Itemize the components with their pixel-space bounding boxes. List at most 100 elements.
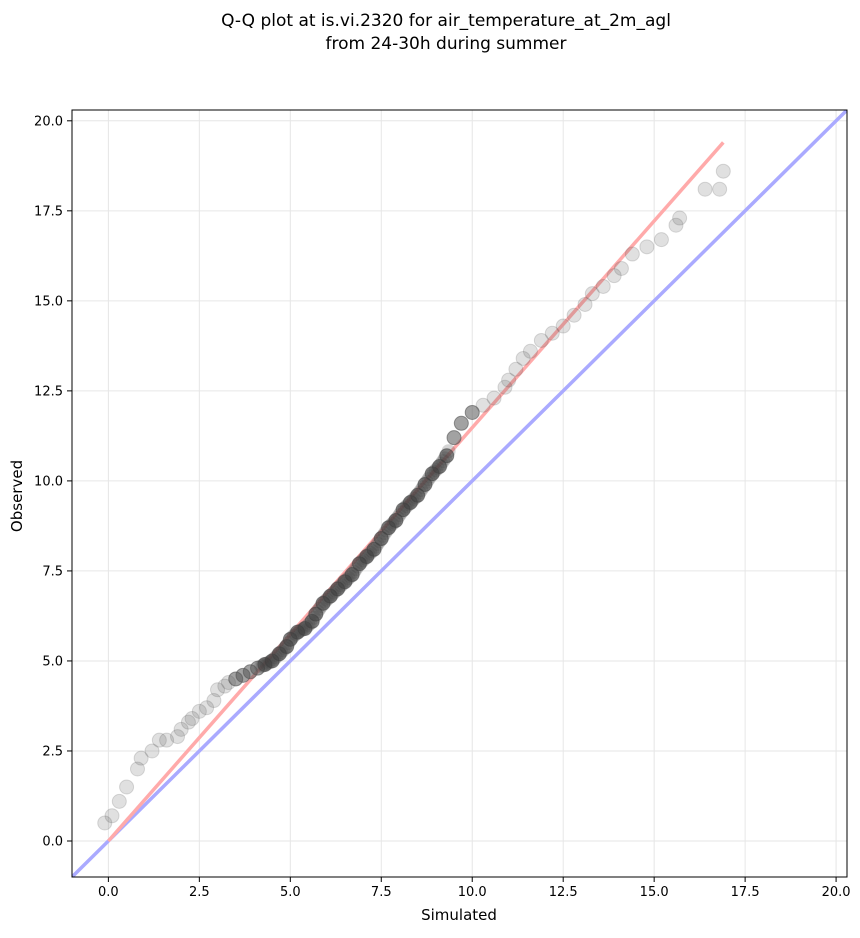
qq-point-dense [272, 646, 287, 661]
qq-point-dense [294, 623, 309, 638]
qq-point-dense [306, 610, 321, 625]
qq-point-dense [312, 601, 327, 616]
qq-point [486, 390, 502, 406]
qq-point-dense [270, 648, 285, 663]
qq-point [639, 239, 655, 255]
qq-point-dense [292, 624, 307, 639]
qq-point [595, 278, 611, 294]
qq-point [431, 458, 447, 474]
x-tick-label: 12.5 [549, 885, 578, 900]
qq-point [508, 361, 524, 377]
x-axis-label: Simulated [421, 906, 497, 924]
qq-point [184, 711, 200, 727]
qq-point-dense [361, 547, 376, 562]
y-tick-label: 10.0 [34, 474, 63, 489]
qq-point-dense [407, 491, 422, 506]
qq-point [584, 286, 600, 302]
qq-point [464, 404, 480, 420]
qq-point-dense [370, 536, 385, 551]
qq-point-dense [319, 592, 334, 607]
qq-point [522, 343, 538, 359]
qq-point-dense [381, 520, 396, 535]
qq-point-dense [372, 534, 387, 549]
qq-point-dense [397, 500, 412, 515]
qq-point-dense [437, 451, 452, 466]
qq-point-dense [266, 652, 281, 667]
qq-point-dense [286, 628, 301, 643]
qq-point-dense [305, 614, 320, 629]
qq-point-dense [379, 523, 394, 538]
y-tick-label: 17.5 [34, 204, 63, 219]
qq-point [577, 296, 593, 312]
qq-point-dense [285, 630, 300, 645]
y-tick-label: 12.5 [34, 384, 63, 399]
qq-point-dense [368, 539, 383, 554]
x-tick-label: 10.0 [458, 885, 487, 900]
chart-title-line-1: Q-Q plot at is.vi.2320 for air_temperatu… [221, 11, 671, 31]
qq-point [446, 430, 462, 446]
x-tick-label: 20.0 [822, 885, 851, 900]
qq-point [170, 729, 186, 745]
qq-point [308, 606, 324, 622]
qq-point-dense [339, 572, 354, 587]
qq-point-dense [432, 459, 447, 474]
qq-point-dense [261, 655, 276, 670]
qq-point [475, 397, 491, 413]
qq-point-dense [281, 635, 296, 650]
qq-point-dense [356, 553, 371, 568]
qq-point-dense [396, 502, 411, 517]
qq-point-dense [405, 493, 420, 508]
qq-point-dense [434, 456, 449, 471]
qq-point-dense [288, 626, 303, 641]
qq-point-dense [385, 517, 400, 532]
qq-point-dense [303, 616, 318, 631]
x-tick-label: 15.0 [640, 885, 669, 900]
qq-point-dense [296, 622, 311, 637]
qq-point [417, 476, 433, 492]
plot-frame [71, 109, 848, 878]
x-tick-label: 2.5 [189, 885, 210, 900]
qq-point [151, 732, 167, 748]
qq-point-dense [299, 619, 314, 634]
qq-point-dense [425, 466, 440, 481]
qq-point-dense [301, 617, 316, 632]
qq-point-dense [254, 659, 269, 674]
qq-point [217, 678, 233, 694]
qq-point-dense [359, 549, 374, 564]
qq-point [104, 808, 120, 824]
y-tick-label: 20.0 [34, 114, 63, 129]
qq-point [133, 750, 149, 766]
qq-point [439, 448, 455, 464]
qq-point-dense [430, 461, 445, 476]
qq-point-dense [325, 587, 340, 602]
qq-point-dense [283, 632, 298, 647]
qq-point-dense [388, 513, 403, 528]
qq-point [144, 743, 160, 759]
qq-point-dense [256, 658, 271, 673]
qq-point-dense [436, 454, 451, 469]
qq-point-dense [263, 654, 278, 669]
qq-point-dense [392, 508, 407, 523]
qq-point-dense [427, 464, 442, 479]
qq-point [366, 541, 382, 557]
x-axis-ticks: 0.0 2.5 5.0 7.5 10.0 12.5 15.0 17.5 20.0 [98, 877, 851, 900]
qq-point-dense [346, 564, 361, 579]
qq-point-dense [363, 545, 378, 560]
qq-point-dense [314, 599, 329, 614]
qq-point-dense [328, 583, 343, 598]
qq-point [180, 714, 196, 730]
qq-point [111, 793, 127, 809]
qq-point [199, 700, 215, 716]
qq-point-dense [265, 653, 280, 668]
qq-point-dense [410, 488, 425, 503]
qq-point [672, 210, 688, 226]
qq-point [497, 379, 513, 395]
qq-point-dense [277, 641, 292, 656]
qq-point-dense [387, 515, 402, 530]
qq-point-dense [308, 607, 323, 622]
qq-point-dense [441, 444, 456, 459]
y-tick-label: 2.5 [42, 744, 63, 759]
qq-point [668, 217, 684, 233]
qq-point [159, 732, 175, 748]
